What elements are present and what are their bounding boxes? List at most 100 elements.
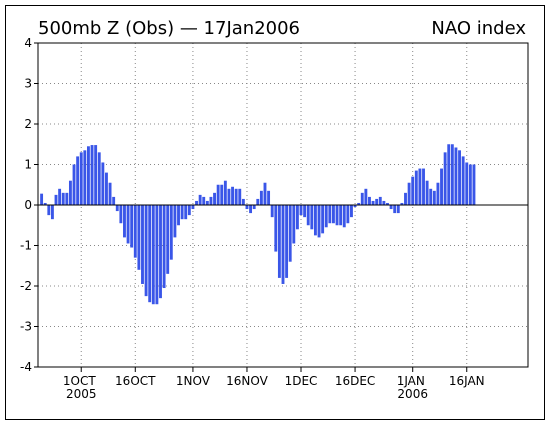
bar <box>368 196 371 205</box>
plot-frame <box>37 42 529 368</box>
bar <box>436 182 440 205</box>
y-tick-label: 2 <box>24 117 32 131</box>
bar <box>263 182 267 205</box>
bar <box>389 205 393 210</box>
bar <box>256 198 260 205</box>
bar <box>458 150 461 205</box>
x-tick-label: 16JAN <box>449 374 485 388</box>
bar <box>133 205 137 258</box>
bar <box>238 188 242 205</box>
bar <box>317 205 321 238</box>
bar <box>386 202 389 205</box>
bar <box>346 205 350 224</box>
bar <box>382 200 386 205</box>
bar <box>68 180 72 205</box>
bar <box>274 205 278 252</box>
bar <box>40 193 44 205</box>
bar <box>245 205 249 210</box>
x-tick-label: 16OCT <box>115 374 156 388</box>
bar <box>450 144 454 205</box>
bar <box>299 205 303 216</box>
bar <box>50 205 54 220</box>
bar <box>303 205 307 218</box>
bar <box>90 145 94 205</box>
bar <box>130 205 134 248</box>
bar <box>195 200 198 205</box>
bar <box>97 152 101 205</box>
bar <box>187 205 191 216</box>
y-tick-label: -2 <box>20 279 32 293</box>
bar <box>234 188 238 205</box>
bar <box>173 205 177 238</box>
bar <box>277 205 281 278</box>
bar <box>447 144 451 205</box>
y-tick-label: -4 <box>20 360 32 374</box>
bar <box>461 156 465 205</box>
bar <box>241 198 245 205</box>
bar <box>162 205 166 289</box>
bar <box>306 205 310 226</box>
x-tick-label: 16NOV <box>226 374 268 388</box>
bar <box>202 196 206 205</box>
bar <box>76 156 80 205</box>
bar <box>422 168 425 205</box>
y-tick-label: 0 <box>24 198 32 212</box>
bar <box>169 205 173 260</box>
bar <box>429 188 433 205</box>
bar <box>252 205 256 210</box>
bar <box>227 188 231 205</box>
bar <box>115 205 119 212</box>
bar <box>440 168 443 205</box>
bar <box>353 205 357 208</box>
chart-title: 500mb Z (Obs) — 17Jan2006 <box>38 18 300 39</box>
bar <box>209 196 213 205</box>
bar <box>220 184 224 205</box>
bar <box>328 205 332 224</box>
bar <box>108 182 112 205</box>
y-tick-label: 1 <box>24 158 32 172</box>
bar <box>259 190 263 205</box>
bar <box>249 205 253 214</box>
bar <box>87 146 90 205</box>
bar <box>332 205 335 224</box>
bar <box>58 188 62 205</box>
frame <box>5 5 545 420</box>
bar <box>432 190 436 205</box>
y-tick-label: 3 <box>24 77 32 91</box>
bar <box>123 205 126 238</box>
bar <box>126 205 130 244</box>
bar <box>310 205 314 230</box>
bar <box>184 205 188 220</box>
bar <box>468 164 472 205</box>
bar <box>191 205 195 210</box>
bar <box>101 162 105 205</box>
bar <box>350 205 353 218</box>
bar <box>465 162 469 205</box>
bar <box>357 202 361 205</box>
bar <box>425 180 429 205</box>
y-tick-label: -3 <box>20 320 32 334</box>
bar <box>47 205 51 216</box>
bar <box>267 190 271 205</box>
bar <box>292 205 296 244</box>
x-tick-label: 1JAN 2006 <box>397 374 429 401</box>
bar <box>404 192 407 205</box>
x-tick-label: 1NOV <box>176 374 211 388</box>
bar <box>313 205 317 236</box>
bar <box>339 205 343 226</box>
bar <box>166 205 170 274</box>
bar <box>411 176 415 205</box>
bar <box>360 192 364 205</box>
bar <box>43 202 47 205</box>
bar <box>378 196 382 205</box>
bar <box>324 205 328 228</box>
bar <box>65 192 69 205</box>
bar <box>231 186 234 205</box>
x-tick-label: 16DEC <box>335 374 375 388</box>
bar <box>144 205 148 297</box>
bar <box>148 205 152 303</box>
bar <box>72 164 76 205</box>
x-tick-label: 1DEC <box>285 374 318 388</box>
bar <box>177 205 180 226</box>
